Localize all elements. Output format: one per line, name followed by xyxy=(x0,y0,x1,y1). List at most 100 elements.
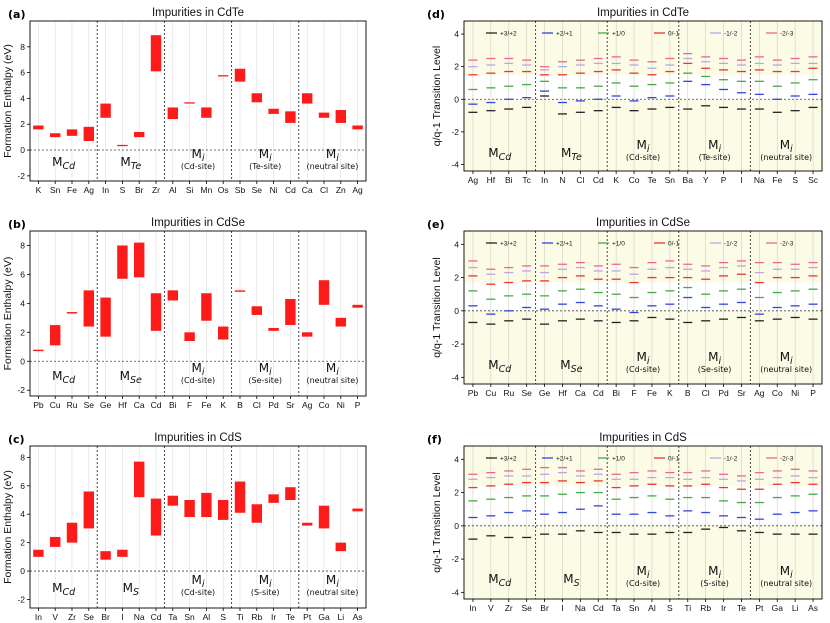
x-tick-label: Ti xyxy=(237,612,244,622)
bar-Pd xyxy=(268,327,279,331)
x-tick-label: Tc xyxy=(522,175,531,185)
panel-c: -2 0 2 4 6 8 In V Zr Se Br I Na Cd Ta Sn Al S Ti Rb Ir Te Pt Ga… xyxy=(2,432,367,622)
group-label-note: (Cd-site) xyxy=(626,365,660,374)
y-tick-label: -2 xyxy=(17,385,25,395)
panel-label: (f) xyxy=(427,433,442,446)
group-label-main: M xyxy=(637,564,647,578)
x-tick-label: Cu xyxy=(50,400,61,410)
group-label-sub: i xyxy=(336,153,339,164)
x-tick-label: In xyxy=(35,612,42,622)
group-label-main: M xyxy=(780,350,790,364)
group-label-main: M xyxy=(259,361,269,375)
bar-Ta xyxy=(167,495,179,506)
group-label-sub: Cd xyxy=(499,364,513,375)
group-label-main: M xyxy=(488,572,498,586)
y-axis-label: Formation Enthalpy (eV) xyxy=(2,257,14,371)
group-label-sub: Cd xyxy=(499,578,513,589)
bar-Se xyxy=(251,93,263,103)
group-label-main: M xyxy=(192,361,202,375)
group-label-main: M xyxy=(52,369,62,383)
bar-Fe xyxy=(201,293,212,321)
group-label-main: M xyxy=(326,573,336,587)
group-label-sub: i xyxy=(718,570,721,581)
x-tick-label: Fe xyxy=(67,185,77,195)
x-tick-label: I xyxy=(121,612,123,622)
bar-S xyxy=(117,144,128,147)
x-tick-label: Cl xyxy=(576,175,584,185)
x-tick-label: Cd xyxy=(151,400,162,410)
x-tick-label: Ga xyxy=(318,612,330,622)
x-tick-label: Ni xyxy=(337,400,345,410)
x-tick-label: S xyxy=(792,175,798,185)
y-tick-label: 6 xyxy=(20,68,25,78)
group-label-note: (Cd-site) xyxy=(181,376,215,385)
x-tick-label: Os xyxy=(218,185,229,195)
group-label: MSe xyxy=(560,358,582,375)
group-label: Mi xyxy=(780,350,793,367)
x-tick-label: Ge xyxy=(539,388,551,398)
x-tick-label: S xyxy=(667,603,673,613)
legend-entry: +2/+1 xyxy=(556,241,573,248)
group-label-main: M xyxy=(259,573,269,587)
x-tick-label: V xyxy=(52,612,58,622)
group-label-sub: Cd xyxy=(62,587,76,598)
group-label: Mi xyxy=(259,573,272,590)
group-label: MCd xyxy=(52,369,76,386)
group-label-sub: i xyxy=(202,579,205,590)
panel-label: (a) xyxy=(8,8,25,21)
x-tick-label: Sc xyxy=(808,175,819,185)
bar-Ru xyxy=(66,312,78,314)
panel-label: (d) xyxy=(427,8,445,21)
group-label-main: M xyxy=(561,146,571,160)
x-tick-label: Cd xyxy=(151,612,162,622)
bar-Sn xyxy=(184,500,195,518)
y-tick-label: -4 xyxy=(451,159,459,169)
group-label-main: M xyxy=(192,573,202,587)
group-label: Mi xyxy=(637,138,650,155)
y-tick-label: -4 xyxy=(451,587,459,597)
bar-Sr xyxy=(285,299,296,326)
x-tick-label: Y xyxy=(703,175,709,185)
plot-frame xyxy=(29,230,367,397)
group-label-sub: i xyxy=(647,356,650,367)
panel-f: -4 -2 0 2 4 In V Zr Se Br I Na Cd Ta Sn Al S Ti Rb Ir Te Pt Ga… xyxy=(427,432,823,613)
x-tick-label: Ga xyxy=(772,603,784,613)
x-tick-label: Se xyxy=(521,388,532,398)
x-tick-label: Ca xyxy=(575,388,586,398)
bar-Sn xyxy=(49,133,61,138)
x-tick-label: Sn xyxy=(184,612,195,622)
bar-Te xyxy=(285,487,296,500)
x-tick-label: Ti xyxy=(684,603,691,613)
x-tick-label: Fe xyxy=(201,400,211,410)
legend-entry: +1/0 xyxy=(612,456,625,463)
bar-Al xyxy=(167,107,179,120)
group-label-note: (neutral site) xyxy=(306,162,358,171)
x-tick-label: I xyxy=(561,603,563,613)
x-tick-label: Bi xyxy=(612,388,620,398)
group-label-sub: i xyxy=(336,367,339,378)
bar-Mn xyxy=(201,107,212,118)
x-tick-label: B xyxy=(237,400,243,410)
group-label-sub: Te xyxy=(131,161,142,172)
x-tick-label: K xyxy=(36,185,42,195)
x-tick-label: Sn xyxy=(629,603,640,613)
x-tick-label: Mn xyxy=(200,185,212,195)
group-label: Mi xyxy=(326,147,339,164)
group-label: MTe xyxy=(120,155,141,172)
group-label-note: (S-site) xyxy=(251,588,280,597)
bar-Cu xyxy=(49,325,61,346)
group-label-main: M xyxy=(326,361,336,375)
bar-Cd xyxy=(150,293,162,331)
bar-As xyxy=(352,508,363,512)
y-tick-label: 6 xyxy=(20,269,25,279)
y-axis-label: Formation Enthalpy (eV) xyxy=(2,44,14,158)
y-tick-label: 0 xyxy=(454,94,459,104)
x-tick-label: Cl xyxy=(320,185,328,195)
legend-entry: +3/+2 xyxy=(500,31,517,38)
y-tick-label: 8 xyxy=(20,452,25,462)
bar-Cl xyxy=(251,306,263,315)
x-tick-label: Ta xyxy=(168,612,177,622)
group-label-sub: Te xyxy=(571,152,582,163)
bar-Ni xyxy=(268,108,279,114)
x-tick-label: Co xyxy=(629,175,640,185)
